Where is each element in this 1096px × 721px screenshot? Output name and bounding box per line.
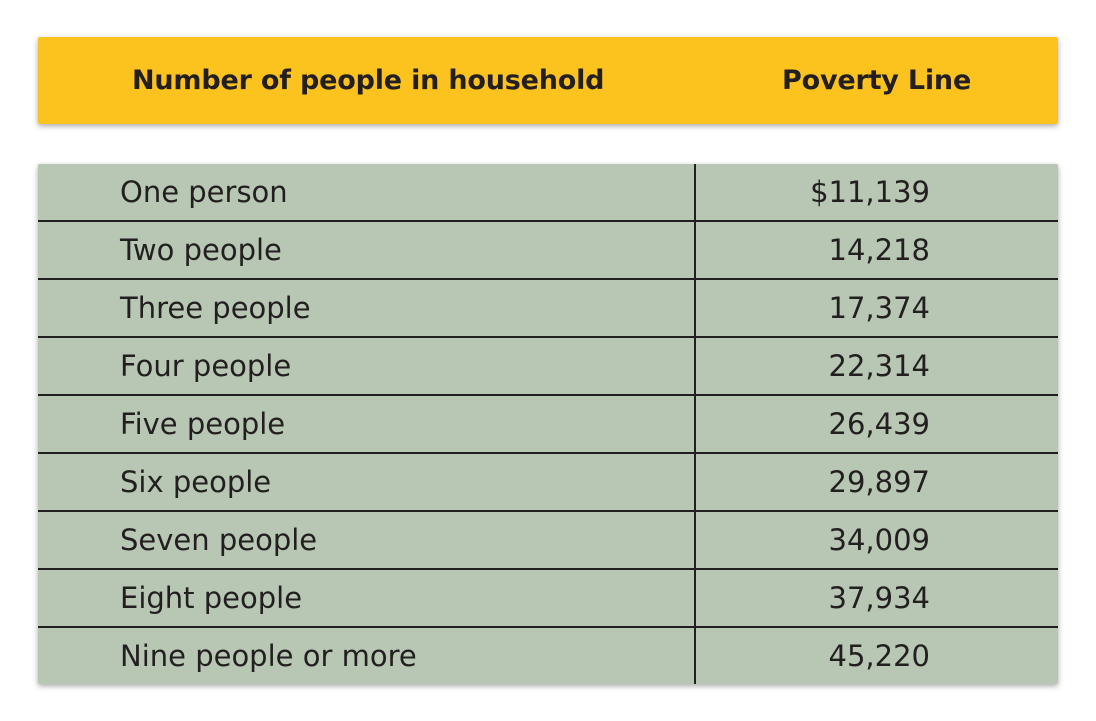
table-body: One person $11,139 Two people 14,218 Thr… <box>38 164 1058 684</box>
row-label: Seven people <box>120 523 318 557</box>
row-value: 45,220 <box>828 639 930 673</box>
row-value: 29,897 <box>828 465 930 499</box>
row-value: 17,374 <box>828 291 930 325</box>
row-label: Nine people or more <box>120 639 417 673</box>
row-label: Six people <box>120 465 272 499</box>
row-value: $11,139 <box>810 175 930 209</box>
table-row: Five people 26,439 <box>38 396 1058 454</box>
row-label: Four people <box>120 349 292 383</box>
row-value: 14,218 <box>828 233 930 267</box>
row-label: Five people <box>120 407 286 441</box>
column-divider <box>694 164 696 684</box>
column-header-poverty-line: Poverty Line <box>782 65 972 96</box>
row-value: 26,439 <box>828 407 930 441</box>
row-label: Three people <box>120 291 311 325</box>
table-row: Eight people 37,934 <box>38 570 1058 628</box>
column-header-household: Number of people in household <box>132 65 605 96</box>
row-value: 34,009 <box>828 523 930 557</box>
row-value: 37,934 <box>828 581 930 615</box>
table-row: Three people 17,374 <box>38 280 1058 338</box>
table-row: Four people 22,314 <box>38 338 1058 396</box>
table-row: Nine people or more 45,220 <box>38 628 1058 684</box>
table-header: Number of people in household Poverty Li… <box>38 37 1058 124</box>
row-label: Two people <box>120 233 282 267</box>
row-label: One person <box>120 175 288 209</box>
row-value: 22,314 <box>828 349 930 383</box>
table-row: Two people 14,218 <box>38 222 1058 280</box>
row-label: Eight people <box>120 581 303 615</box>
table-row: Seven people 34,009 <box>38 512 1058 570</box>
table-row: One person $11,139 <box>38 164 1058 222</box>
poverty-table: One person $11,139 Two people 14,218 Thr… <box>38 164 1058 684</box>
table-row: Six people 29,897 <box>38 454 1058 512</box>
